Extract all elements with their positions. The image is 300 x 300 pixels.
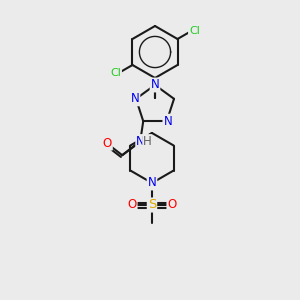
Text: Cl: Cl [189, 26, 200, 36]
Text: N: N [164, 115, 172, 128]
Text: N: N [151, 79, 159, 92]
Text: N: N [130, 92, 140, 105]
Text: N: N [148, 176, 156, 190]
Text: H: H [143, 135, 152, 148]
Text: N: N [136, 135, 145, 148]
Text: O: O [167, 199, 177, 212]
Text: S: S [148, 199, 156, 212]
Text: O: O [128, 199, 136, 212]
Text: O: O [103, 137, 112, 150]
Text: Cl: Cl [110, 68, 121, 78]
